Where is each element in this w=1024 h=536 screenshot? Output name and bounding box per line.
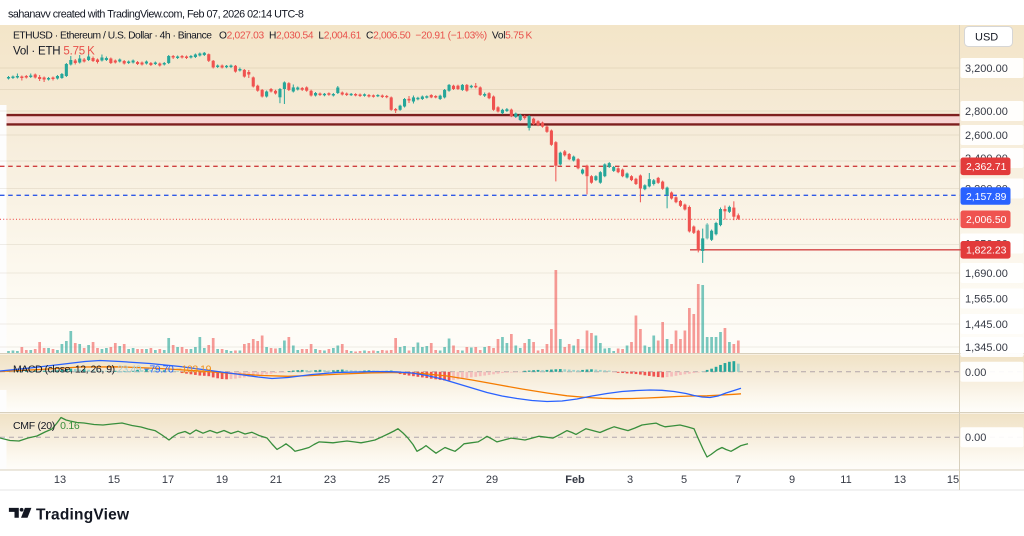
svg-text:USD: USD (975, 32, 998, 44)
svg-text:29: 29 (486, 474, 498, 486)
svg-text:2,157.89: 2,157.89 (966, 192, 1007, 203)
svg-text:sahanavv created with TradingV: sahanavv created with TradingView.com, F… (8, 9, 304, 21)
svg-text:ETHUSD · Ethereum / U.S. Dolla: ETHUSD · Ethereum / U.S. Dollar · 4h · B… (13, 31, 212, 42)
svg-text:5: 5 (681, 474, 687, 486)
svg-text:TradingView: TradingView (36, 507, 130, 524)
svg-text:25: 25 (378, 474, 390, 486)
svg-text:O2,027.03 H2,030.54 L2,004.6: O2,027.03 H2,030.54 L2,004.61 C2,006.50 … (219, 31, 533, 42)
svg-text:1,345.00: 1,345.00 (965, 342, 1008, 354)
svg-text:Feb: Feb (565, 474, 585, 486)
svg-text:13: 13 (894, 474, 906, 486)
svg-text:23: 23 (324, 474, 336, 486)
svg-text:CMF (20) 0.16: CMF (20) 0.16 (13, 420, 80, 432)
svg-text:Vol · ETH 5.75 K: Vol · ETH 5.75 K (13, 46, 95, 58)
svg-text:27: 27 (432, 474, 444, 486)
svg-text:11: 11 (840, 474, 851, 486)
svg-text:1,690.00: 1,690.00 (965, 268, 1008, 280)
svg-text:17: 17 (162, 474, 174, 486)
svg-text:2,006.50: 2,006.50 (966, 215, 1007, 226)
svg-text:0.00: 0.00 (965, 432, 986, 444)
svg-text:1,445.00: 1,445.00 (965, 319, 1008, 331)
svg-text:3: 3 (627, 474, 633, 486)
svg-text:9: 9 (789, 474, 795, 486)
svg-text:15: 15 (947, 474, 959, 486)
svg-text:21: 21 (270, 474, 282, 486)
svg-text:2,600.00: 2,600.00 (965, 130, 1008, 142)
svg-text:15: 15 (108, 474, 120, 486)
svg-text:1,822.23: 1,822.23 (966, 246, 1007, 257)
svg-text:13: 13 (54, 474, 66, 486)
svg-text:2,800.00: 2,800.00 (965, 106, 1008, 118)
svg-text:2,362.71: 2,362.71 (966, 162, 1007, 173)
svg-text:0.00: 0.00 (965, 367, 986, 379)
svg-text:1,565.00: 1,565.00 (965, 294, 1008, 306)
svg-text:3,200.00: 3,200.00 (965, 63, 1008, 75)
svg-text:19: 19 (216, 474, 228, 486)
svg-text:MACD (close, 12, 26, 9) 23.49: MACD (close, 12, 26, 9) 23.49 −79.70 −10… (13, 363, 212, 375)
svg-text:7: 7 (735, 474, 741, 486)
